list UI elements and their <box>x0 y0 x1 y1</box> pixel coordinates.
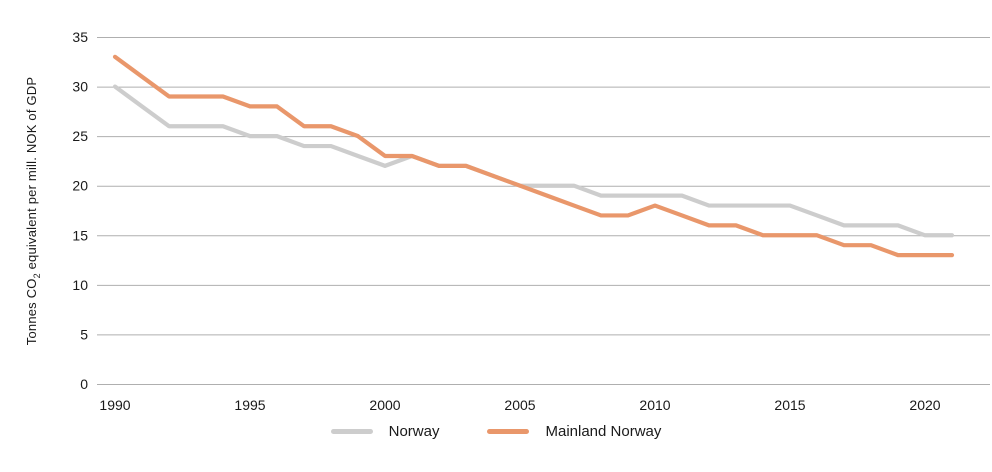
plot-area: 0 5 10 15 20 25 30 35 1990 1995 2000 2005 2010 2015 20… <box>72 29 990 413</box>
legend-item-mainland-norway: Mainland Norway <box>487 423 661 440</box>
x-tick-label: 2015 <box>774 397 805 413</box>
legend-swatch-norway <box>330 429 373 434</box>
y-axis-title-text: equivalent per mill. NOK of GDP <box>24 76 40 274</box>
y-axis-title: Tonnes CO2 equivalent per mill. NOK of G… <box>24 77 42 345</box>
y-tick-label: 30 <box>72 79 88 95</box>
legend-label-norway: Norway <box>388 423 440 440</box>
legend-label-mainland-norway: Mainland Norway <box>545 423 662 440</box>
y-tick-label: 35 <box>72 29 88 45</box>
mainland-norway-line <box>112 54 955 258</box>
y-tick-label: 0 <box>80 376 88 392</box>
legend-item-norway: Norway <box>330 423 440 440</box>
norway-line <box>112 84 955 238</box>
y-tick-label: 5 <box>80 326 88 342</box>
x-tick-label: 2010 <box>639 397 670 413</box>
x-tick-label: 2005 <box>504 397 535 413</box>
chart-legend: Norway Mainland Norway <box>0 423 992 440</box>
y-tick-label: 10 <box>72 277 88 293</box>
y-axis-title-text: Tonnes CO <box>24 278 40 346</box>
y-tick-label: 15 <box>72 227 88 243</box>
legend-swatch-mainland-norway <box>487 429 530 434</box>
x-tick-label: 1995 <box>234 397 265 413</box>
x-tick-label: 2000 <box>369 397 400 413</box>
x-tick-label: 2020 <box>909 397 940 413</box>
y-axis-title-subscript: 2 <box>31 273 42 279</box>
y-tick-label: 20 <box>72 178 88 194</box>
x-tick-label: 1990 <box>99 397 130 413</box>
y-tick-label: 25 <box>72 128 88 144</box>
